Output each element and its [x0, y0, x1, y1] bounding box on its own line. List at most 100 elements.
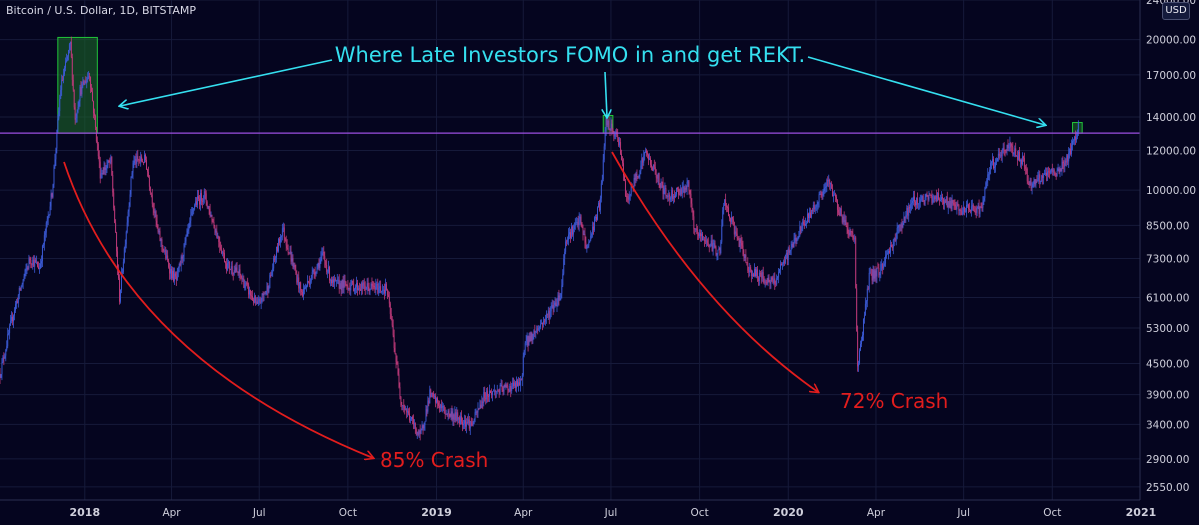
candle-body	[816, 204, 818, 207]
candle-body	[348, 288, 350, 290]
candle-body	[408, 411, 410, 414]
time-axis[interactable]: 2018 Apr Jul Oct 2019 Apr Jul Oct 2020 Apr Jul Oct 2…	[69, 506, 1156, 519]
candle-body	[1005, 150, 1007, 151]
candle-body	[720, 241, 722, 254]
candle-body	[133, 160, 135, 164]
candle-body	[741, 242, 743, 246]
candle-body	[1060, 168, 1062, 172]
candle-body	[10, 320, 12, 326]
candle-body	[599, 198, 601, 211]
candle-body	[672, 190, 674, 200]
candle-body	[26, 267, 28, 270]
candle-body	[953, 203, 955, 205]
candle-body	[478, 408, 480, 410]
candle-body	[682, 186, 684, 189]
candle-body	[399, 386, 401, 397]
candle-body	[940, 199, 941, 201]
candle-body	[435, 396, 437, 403]
candle-body	[1001, 151, 1003, 157]
candle-body	[681, 188, 683, 195]
candle-body	[404, 407, 406, 411]
candle-body	[936, 195, 938, 202]
price-tick-label: 2900.00	[1146, 454, 1189, 466]
candle-body	[517, 380, 518, 387]
candle-body	[410, 419, 411, 421]
candle-body	[934, 196, 936, 199]
candle-body	[295, 269, 297, 274]
candle-body	[1063, 162, 1065, 167]
candle-body	[35, 259, 37, 263]
candle-body	[971, 205, 973, 207]
candle-body	[609, 128, 611, 130]
candle-body	[279, 238, 280, 243]
candle-body	[23, 276, 25, 280]
candle-body	[190, 214, 192, 221]
candle-body	[249, 289, 251, 295]
candle-body	[382, 290, 384, 292]
candle-body	[87, 77, 89, 80]
candle-body	[743, 254, 745, 259]
candle-body	[240, 274, 242, 278]
candle-body	[1012, 147, 1014, 155]
candle-body	[701, 233, 702, 237]
candle-body	[186, 230, 188, 237]
candle-body	[155, 211, 157, 221]
candle-body	[104, 167, 106, 170]
candle-body	[536, 328, 538, 332]
candle-body	[719, 247, 721, 254]
candle-body	[693, 216, 695, 229]
candle-body	[908, 206, 910, 216]
candle-body	[939, 199, 941, 201]
candle-body	[722, 210, 724, 226]
candle-body	[728, 207, 729, 216]
candle-body	[125, 231, 127, 245]
candle-body	[1045, 172, 1047, 174]
candle-body	[954, 204, 956, 207]
candle-body	[46, 219, 48, 223]
candle-body	[294, 265, 296, 270]
candle-body	[868, 272, 870, 289]
candle-body	[792, 243, 794, 248]
candle-body	[782, 261, 784, 264]
candle-body	[1067, 155, 1069, 162]
candle-body	[546, 313, 548, 315]
price-tick-label: 17000.00	[1146, 70, 1196, 82]
candle-body	[835, 194, 836, 197]
candle-body	[725, 199, 727, 206]
candle-body	[226, 263, 227, 270]
candle-body	[222, 252, 224, 254]
currency-badge[interactable]: USD	[1162, 2, 1190, 20]
candle-body	[602, 159, 604, 180]
candle-body	[543, 320, 544, 325]
candle-body	[358, 288, 360, 290]
candle-body	[1013, 152, 1015, 155]
candle-body	[192, 209, 194, 212]
candle-body	[180, 256, 182, 266]
candle-body	[241, 277, 243, 280]
candle-body	[91, 87, 92, 92]
time-tick-label: Apr	[514, 507, 533, 519]
price-axis[interactable]: 24000.0020000.0017000.0014000.0012000.00…	[1146, 0, 1196, 494]
candle-body	[974, 210, 976, 212]
candle-body	[422, 425, 424, 429]
candle-body	[328, 267, 330, 272]
candle-body	[158, 231, 160, 232]
candle-body	[448, 410, 450, 414]
candle-body	[760, 273, 762, 278]
candle-body	[767, 277, 769, 283]
candle-body	[8, 332, 10, 335]
candle-body	[79, 87, 81, 102]
candle-body	[872, 269, 874, 281]
candle-body	[714, 243, 716, 248]
candle-body	[771, 277, 773, 280]
candle-body	[245, 282, 247, 285]
candle-body	[600, 183, 602, 199]
candle-body	[149, 186, 151, 193]
candle-body	[88, 76, 90, 78]
candle-body	[929, 194, 931, 196]
candle-body	[258, 299, 260, 301]
candle-body	[179, 264, 181, 266]
candle-body	[182, 256, 184, 259]
candle-body	[712, 243, 714, 251]
